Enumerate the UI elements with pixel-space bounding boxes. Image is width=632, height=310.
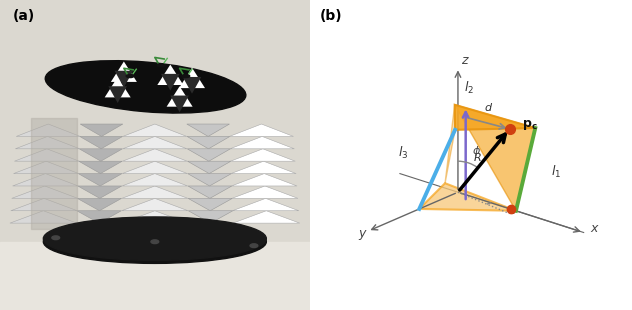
Polygon shape [13, 174, 78, 186]
Text: (a): (a) [13, 9, 35, 24]
Polygon shape [122, 161, 188, 174]
Polygon shape [231, 161, 296, 174]
Bar [31, 118, 77, 229]
Text: $l_3$: $l_3$ [399, 145, 409, 161]
Polygon shape [122, 174, 188, 186]
Polygon shape [79, 149, 123, 161]
Polygon shape [78, 186, 122, 198]
Polygon shape [187, 136, 230, 149]
Polygon shape [13, 161, 79, 174]
Ellipse shape [157, 64, 165, 67]
Polygon shape [230, 136, 295, 149]
Ellipse shape [250, 244, 258, 247]
Polygon shape [419, 183, 516, 211]
Polygon shape [188, 211, 233, 223]
Polygon shape [123, 149, 187, 161]
Polygon shape [123, 124, 187, 136]
Polygon shape [233, 198, 299, 211]
Polygon shape [121, 211, 188, 223]
Polygon shape [15, 136, 80, 149]
Polygon shape [161, 74, 179, 91]
Ellipse shape [52, 236, 59, 240]
Polygon shape [179, 68, 205, 88]
Polygon shape [231, 149, 295, 161]
Polygon shape [114, 71, 133, 87]
Polygon shape [11, 198, 77, 211]
Polygon shape [455, 105, 535, 211]
Polygon shape [80, 136, 123, 149]
Text: (b): (b) [319, 9, 342, 23]
Text: $\mathbf{p_c}$: $\mathbf{p_c}$ [523, 118, 538, 132]
Polygon shape [79, 161, 122, 174]
Polygon shape [157, 64, 183, 85]
Polygon shape [10, 211, 77, 223]
Polygon shape [78, 174, 122, 186]
Polygon shape [170, 95, 189, 112]
Polygon shape [77, 198, 121, 211]
Text: $\phi$: $\phi$ [471, 144, 480, 158]
Polygon shape [187, 149, 231, 161]
Ellipse shape [151, 240, 159, 244]
Text: R: R [474, 153, 482, 162]
Polygon shape [187, 124, 229, 136]
Polygon shape [455, 105, 535, 130]
Ellipse shape [44, 220, 266, 264]
Polygon shape [445, 105, 455, 183]
Polygon shape [188, 174, 231, 186]
Polygon shape [167, 86, 193, 107]
Polygon shape [231, 174, 297, 186]
Ellipse shape [46, 61, 246, 113]
Polygon shape [229, 124, 293, 136]
Polygon shape [111, 61, 137, 82]
Polygon shape [183, 77, 201, 94]
Ellipse shape [44, 217, 266, 260]
Polygon shape [188, 186, 232, 198]
Polygon shape [121, 198, 188, 211]
Polygon shape [109, 86, 127, 103]
Polygon shape [12, 186, 78, 198]
Ellipse shape [182, 74, 190, 78]
Polygon shape [105, 77, 131, 97]
Text: $l_2$: $l_2$ [465, 80, 475, 96]
Polygon shape [80, 124, 123, 136]
Text: d: d [484, 103, 492, 113]
Polygon shape [15, 149, 79, 161]
Ellipse shape [126, 74, 134, 78]
Text: $l_1$: $l_1$ [551, 164, 562, 180]
Text: $\theta$: $\theta$ [509, 204, 518, 216]
Text: z: z [461, 54, 468, 67]
Polygon shape [233, 211, 300, 223]
Polygon shape [122, 186, 188, 198]
Polygon shape [188, 198, 233, 211]
Bar [0, 242, 310, 310]
Polygon shape [188, 161, 231, 174]
Polygon shape [123, 136, 187, 149]
Polygon shape [77, 211, 121, 223]
Polygon shape [232, 186, 298, 198]
Polygon shape [16, 124, 80, 136]
Text: x: x [590, 223, 597, 236]
Text: y: y [358, 228, 365, 241]
